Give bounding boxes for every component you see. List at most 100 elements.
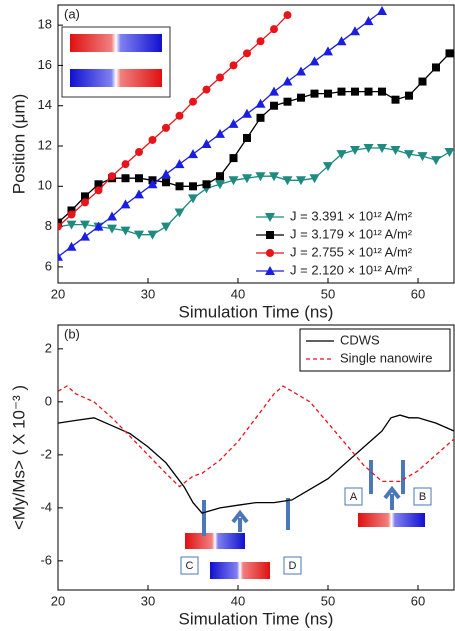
marker <box>297 93 305 102</box>
x-tick-label: 40 <box>231 593 245 608</box>
legend-marker <box>265 266 275 275</box>
marker <box>174 159 185 169</box>
marker <box>323 46 333 56</box>
marker <box>296 176 306 186</box>
panel-label: (a) <box>64 6 80 21</box>
marker <box>444 148 454 158</box>
marker <box>161 222 171 232</box>
marker <box>215 128 225 138</box>
annotation-box <box>413 487 432 506</box>
y-tick-label: -2 <box>40 446 52 461</box>
annotation: C <box>186 560 194 572</box>
marker <box>417 152 428 162</box>
marker <box>201 139 212 148</box>
marker <box>418 77 427 86</box>
y-tick-label: 16 <box>38 57 52 72</box>
marker <box>350 146 360 156</box>
marker <box>269 172 279 182</box>
plot-area <box>58 6 454 261</box>
marker <box>215 180 225 190</box>
legend-marker <box>266 249 274 257</box>
marker <box>120 199 131 209</box>
marker <box>282 176 293 186</box>
marker <box>202 85 211 94</box>
annotation-box <box>283 556 302 575</box>
marker <box>228 118 239 128</box>
marker <box>309 174 320 184</box>
x-tick-label: 30 <box>141 593 155 608</box>
marker <box>147 230 158 240</box>
domain-wall-image <box>358 513 425 527</box>
x-tick-label: 20 <box>51 286 65 301</box>
y-tick-label: 8 <box>45 218 52 233</box>
annotation: B <box>419 491 426 503</box>
y-tick-label: 2 <box>45 340 52 355</box>
y-axis-title: Position (μm) <box>9 94 28 194</box>
arrow <box>383 485 401 510</box>
marker <box>310 89 319 98</box>
x-tick-label: 40 <box>231 286 245 301</box>
marker <box>350 26 360 36</box>
marker <box>80 231 90 241</box>
domain-wall-image <box>185 533 245 549</box>
marker <box>324 89 332 98</box>
marker <box>229 154 238 163</box>
marker <box>445 49 454 58</box>
marker <box>188 149 198 159</box>
legend-marker <box>266 231 274 239</box>
marker <box>80 220 90 230</box>
marker <box>94 186 103 195</box>
x-axis-title: Simulation Time (ns) <box>179 302 334 321</box>
marker <box>296 66 306 76</box>
marker <box>175 182 184 191</box>
marker <box>188 194 198 204</box>
y-axis-title: <My/Ms> ( X 10⁻³ ) <box>9 385 28 530</box>
legend-marker <box>265 213 275 222</box>
marker <box>58 222 62 231</box>
marker <box>135 174 143 183</box>
marker <box>162 178 170 187</box>
panel-label: (b) <box>64 326 80 341</box>
x-tick-label: 60 <box>411 593 425 608</box>
marker <box>174 208 185 218</box>
marker <box>377 144 387 154</box>
marker <box>243 49 251 58</box>
marker <box>189 182 197 191</box>
marker <box>255 98 266 108</box>
y-tick-label: -6 <box>40 552 52 567</box>
annotation-box <box>344 487 363 506</box>
y-tick-label: 18 <box>38 17 52 32</box>
marker <box>351 87 359 96</box>
marker <box>147 179 158 189</box>
marker <box>390 146 401 156</box>
marker <box>108 172 116 181</box>
marker <box>189 97 197 106</box>
marker <box>363 16 374 26</box>
plot-frame <box>57 324 455 591</box>
marker <box>431 156 441 166</box>
legend-label: J = 2.120 × 10¹² A/m² <box>290 262 413 277</box>
x-tick-label: 50 <box>321 593 335 608</box>
marker <box>134 230 144 240</box>
legend-label: Single nanowire <box>340 350 433 365</box>
marker <box>107 224 117 234</box>
marker <box>432 63 440 72</box>
marker <box>269 86 279 96</box>
marker <box>337 87 346 96</box>
annotation: A <box>350 491 358 503</box>
marker <box>243 133 251 142</box>
legend-label: CDWS <box>340 332 380 347</box>
series-line <box>58 414 454 514</box>
marker <box>162 123 170 132</box>
domain-wall-image <box>70 69 162 87</box>
annotations-b: C D A B <box>180 460 432 579</box>
marker <box>283 11 292 20</box>
marker <box>81 192 89 201</box>
domain-wall-image <box>70 34 162 52</box>
marker <box>175 111 184 120</box>
marker <box>270 25 278 34</box>
annotation-box <box>180 556 199 575</box>
legend-frame <box>299 328 451 372</box>
marker <box>67 210 76 219</box>
